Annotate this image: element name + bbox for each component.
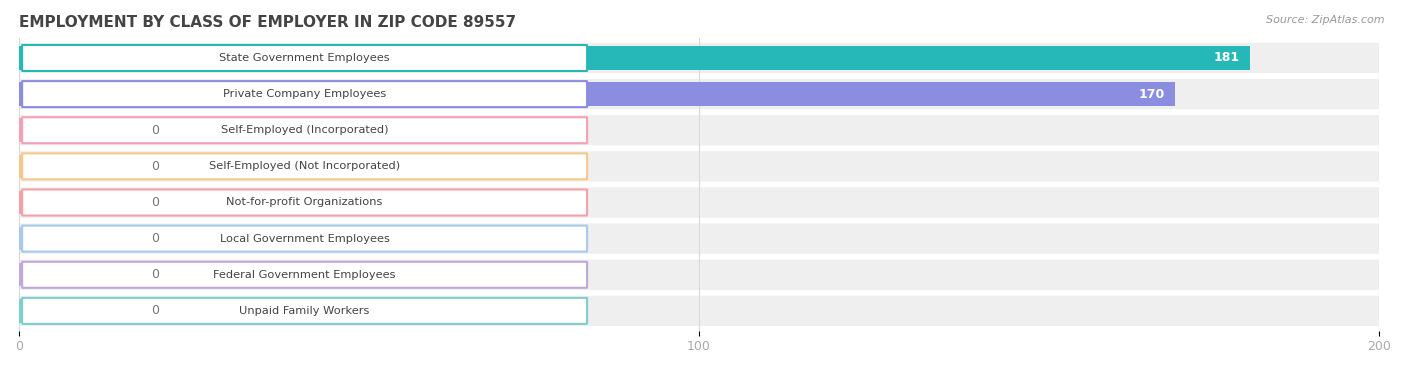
Text: 181: 181 (1213, 52, 1240, 64)
FancyBboxPatch shape (20, 259, 1379, 290)
Bar (20, 46, 1250, 70)
Text: Private Company Employees: Private Company Employees (224, 89, 387, 99)
Text: EMPLOYMENT BY CLASS OF EMPLOYER IN ZIP CODE 89557: EMPLOYMENT BY CLASS OF EMPLOYER IN ZIP C… (20, 15, 516, 30)
FancyBboxPatch shape (20, 187, 1379, 218)
FancyBboxPatch shape (20, 151, 1379, 182)
Text: 170: 170 (1139, 88, 1164, 101)
Text: 0: 0 (152, 124, 160, 137)
Bar (20, 118, 142, 142)
FancyBboxPatch shape (22, 117, 588, 143)
Text: 0: 0 (152, 268, 160, 281)
Text: 0: 0 (152, 196, 160, 209)
FancyBboxPatch shape (22, 262, 588, 288)
Bar (20, 263, 142, 287)
Bar (20, 82, 1175, 106)
Text: Self-Employed (Not Incorporated): Self-Employed (Not Incorporated) (209, 161, 401, 171)
Text: Source: ZipAtlas.com: Source: ZipAtlas.com (1267, 15, 1385, 25)
FancyBboxPatch shape (20, 115, 1379, 146)
Text: Self-Employed (Incorporated): Self-Employed (Incorporated) (221, 125, 388, 135)
Bar (20, 299, 142, 323)
Text: 0: 0 (152, 305, 160, 317)
FancyBboxPatch shape (20, 79, 1379, 109)
Text: 0: 0 (152, 160, 160, 173)
Bar (20, 155, 142, 178)
Bar (20, 227, 142, 250)
Text: Unpaid Family Workers: Unpaid Family Workers (239, 306, 370, 316)
FancyBboxPatch shape (20, 223, 1379, 254)
FancyBboxPatch shape (22, 81, 588, 107)
Text: Local Government Employees: Local Government Employees (219, 233, 389, 244)
FancyBboxPatch shape (22, 226, 588, 252)
FancyBboxPatch shape (22, 298, 588, 324)
Text: Not-for-profit Organizations: Not-for-profit Organizations (226, 197, 382, 208)
FancyBboxPatch shape (22, 45, 588, 71)
FancyBboxPatch shape (22, 153, 588, 179)
FancyBboxPatch shape (20, 43, 1379, 73)
Text: State Government Employees: State Government Employees (219, 53, 389, 63)
FancyBboxPatch shape (20, 296, 1379, 326)
Text: Federal Government Employees: Federal Government Employees (214, 270, 396, 280)
FancyBboxPatch shape (22, 190, 588, 215)
Text: 0: 0 (152, 232, 160, 245)
Bar (20, 191, 142, 214)
